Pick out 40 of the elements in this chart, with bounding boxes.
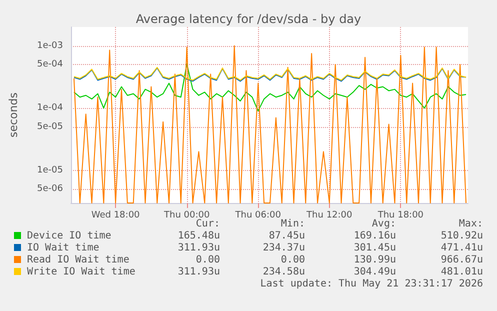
y-tick-label: 5e-06: [37, 184, 64, 194]
y-tick-label: 5e-05: [37, 122, 63, 132]
y-tick-label: 1e-03: [37, 40, 63, 51]
text: 510.92u: [440, 230, 483, 242]
text: 301.45u: [354, 242, 396, 254]
x-tick-label: Thu 12:00: [306, 210, 353, 220]
y-tick-label: 1e-04: [37, 103, 64, 114]
text: Max:: [458, 218, 483, 230]
text: Min:: [280, 218, 305, 230]
text: 0.00: [196, 254, 220, 266]
text: 234.58u: [262, 266, 305, 278]
text: 0.00: [280, 254, 305, 266]
text: 130.99u: [354, 254, 396, 266]
legend-label: Read IO Wait time: [27, 254, 130, 266]
line-series: [73, 63, 467, 112]
y-tick-label: 1e-05: [37, 165, 63, 176]
chart-title: Average latency for /dev/sda - by day: [136, 12, 362, 26]
y-tick-label: 5e-04: [37, 60, 64, 70]
y-axis-title: seconds: [7, 92, 20, 138]
legend-label: Device IO time: [27, 230, 112, 242]
text: Avg:: [372, 218, 396, 230]
text: 87.45u: [268, 230, 305, 242]
text: 169.16u: [354, 230, 396, 242]
x-tick-label: Wed 18:00: [91, 210, 140, 220]
text: 304.49u: [354, 266, 396, 278]
text: 311.93u: [178, 266, 220, 278]
legend-label: Write IO Wait time: [27, 266, 136, 278]
text: 966.67u: [440, 254, 483, 266]
text: 481.01u: [440, 266, 483, 278]
text: 234.37u: [262, 242, 305, 254]
text: Cur:: [196, 218, 220, 230]
x-tick-label: Thu 00:00: [162, 210, 210, 220]
x-tick-label: Thu 06:00: [234, 210, 282, 220]
line-series: [73, 45, 467, 204]
x-tick-label: Thu 18:00: [376, 210, 424, 220]
text: 471.41u: [440, 242, 483, 254]
text: 311.93u: [178, 242, 220, 254]
text: Last update: Thu May 21 23:31:17 2026: [260, 278, 483, 290]
legend-label: IO Wait time: [27, 242, 100, 254]
text: 165.48u: [178, 230, 220, 242]
